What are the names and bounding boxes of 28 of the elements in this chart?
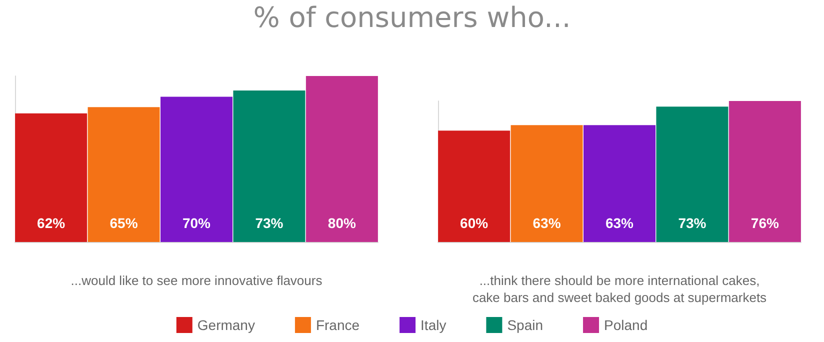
chart-title: % of consumers who... (252, 0, 572, 36)
bar (15, 113, 88, 242)
data-label: 60% (460, 215, 489, 231)
bar (88, 107, 160, 242)
bar (438, 130, 510, 242)
legend-label: France (316, 317, 360, 333)
data-label: 70% (182, 215, 212, 231)
bar (728, 101, 801, 242)
legend-label: Poland (604, 317, 648, 333)
data-label: 73% (678, 215, 707, 231)
bar (160, 96, 232, 242)
bar (306, 76, 378, 242)
bar (656, 106, 728, 242)
data-label: 80% (328, 215, 356, 231)
data-label: 63% (605, 215, 634, 231)
legend-label: Spain (507, 317, 544, 333)
data-label: 63% (532, 215, 562, 231)
data-label: 65% (110, 215, 138, 231)
x-axis-title: ...think there should be more international cakes, cake bars and sweet baked goods at supermarkets (472, 273, 768, 305)
x-axis-title: ...would like to see more innovative flavours (70, 273, 323, 288)
data-label: 62% (37, 215, 66, 231)
bar (584, 125, 656, 242)
legend-label: Germany (197, 317, 255, 333)
bar (233, 90, 306, 242)
data-label: 73% (255, 215, 284, 231)
bar (510, 125, 583, 242)
data-label: 76% (750, 215, 780, 231)
legend-label: Italy (420, 317, 446, 333)
